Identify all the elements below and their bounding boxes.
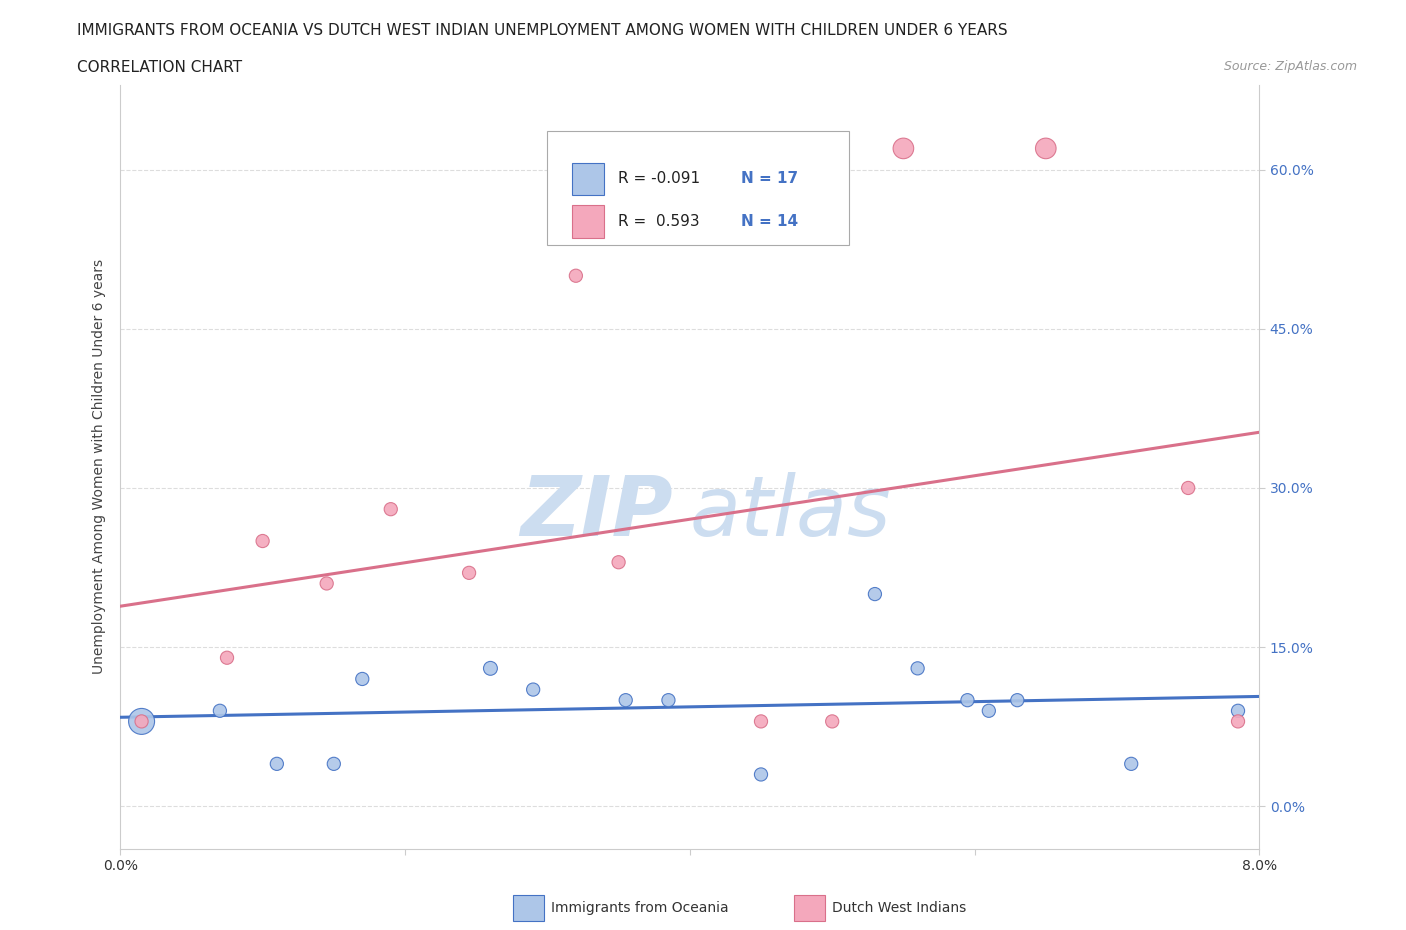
Point — [215, 650, 238, 665]
Text: N = 14: N = 14 — [741, 214, 799, 229]
Bar — [572, 163, 605, 194]
Point — [131, 714, 153, 729]
FancyBboxPatch shape — [547, 130, 849, 246]
Point — [749, 714, 772, 729]
Point — [614, 693, 637, 708]
Text: IMMIGRANTS FROM OCEANIA VS DUTCH WEST INDIAN UNEMPLOYMENT AMONG WOMEN WITH CHILD: IMMIGRANTS FROM OCEANIA VS DUTCH WEST IN… — [77, 23, 1008, 38]
Point — [565, 269, 588, 284]
Point — [821, 714, 844, 729]
Text: ZIP: ZIP — [520, 472, 672, 553]
Text: Immigrants from Oceania: Immigrants from Oceania — [551, 900, 728, 915]
Point — [956, 693, 979, 708]
Point — [380, 502, 402, 517]
Point — [1007, 693, 1029, 708]
Y-axis label: Unemployment Among Women with Children Under 6 years: Unemployment Among Women with Children U… — [93, 259, 107, 674]
Point — [1227, 703, 1250, 718]
Text: Source: ZipAtlas.com: Source: ZipAtlas.com — [1223, 60, 1357, 73]
Point — [458, 565, 481, 580]
Point — [266, 756, 288, 771]
Point — [352, 671, 374, 686]
Point — [977, 703, 1000, 718]
Text: R = -0.091: R = -0.091 — [619, 171, 700, 186]
Point — [1227, 714, 1250, 729]
Point — [1121, 756, 1143, 771]
Point — [322, 756, 344, 771]
Point — [315, 576, 337, 591]
Point — [131, 714, 153, 729]
Point — [252, 534, 274, 549]
Point — [863, 587, 886, 602]
Text: CORRELATION CHART: CORRELATION CHART — [77, 60, 242, 75]
Point — [1035, 141, 1057, 156]
Point — [893, 141, 915, 156]
Text: N = 17: N = 17 — [741, 171, 799, 186]
Text: R =  0.593: R = 0.593 — [619, 214, 700, 229]
Point — [1177, 481, 1199, 496]
Point — [657, 693, 679, 708]
Text: atlas: atlas — [690, 472, 891, 553]
Point — [208, 703, 231, 718]
Point — [907, 661, 929, 676]
Point — [479, 661, 502, 676]
Point — [749, 767, 772, 782]
Point — [607, 555, 630, 570]
Bar — [572, 206, 605, 237]
Text: Dutch West Indians: Dutch West Indians — [832, 900, 966, 915]
Point — [522, 682, 544, 697]
